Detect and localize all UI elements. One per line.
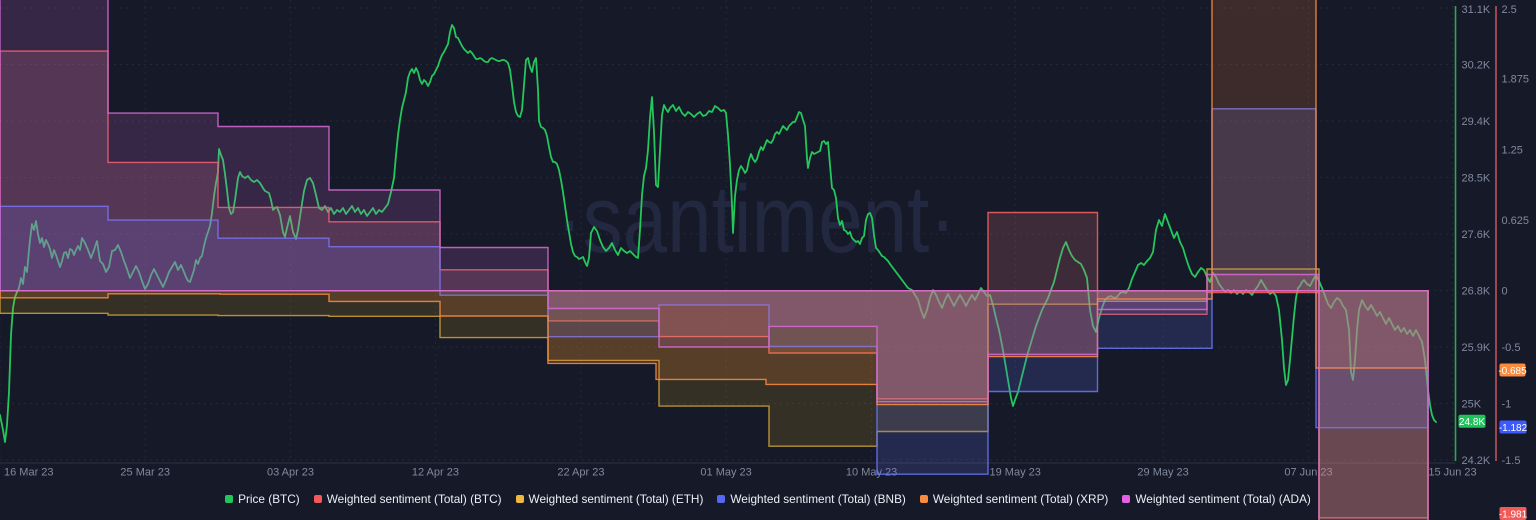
svg-text:2.5: 2.5 <box>1502 4 1517 16</box>
svg-text:1.875: 1.875 <box>1502 74 1530 86</box>
svg-text:-1: -1 <box>1502 399 1512 411</box>
svg-text:03 Apr 23: 03 Apr 23 <box>267 467 314 479</box>
svg-text:07 Jun 23: 07 Jun 23 <box>1284 467 1332 479</box>
svg-text:-0.685: -0.685 <box>1498 366 1527 377</box>
svg-text:27.6K: 27.6K <box>1462 229 1491 241</box>
svg-text:12 Apr 23: 12 Apr 23 <box>412 467 459 479</box>
svg-text:19 May 23: 19 May 23 <box>990 467 1041 479</box>
svg-text:28.5K: 28.5K <box>1462 173 1491 185</box>
svg-text:-1.5: -1.5 <box>1502 455 1521 467</box>
svg-text:25.9K: 25.9K <box>1462 342 1491 354</box>
svg-text:0.625: 0.625 <box>1502 215 1530 227</box>
svg-text:24.8K: 24.8K <box>1459 417 1485 428</box>
svg-text:26.8K: 26.8K <box>1462 286 1491 298</box>
svg-text:22 Apr 23: 22 Apr 23 <box>557 467 604 479</box>
svg-text:-0.5: -0.5 <box>1502 342 1521 354</box>
svg-text:30.2K: 30.2K <box>1462 60 1491 72</box>
svg-text:29.4K: 29.4K <box>1462 116 1491 128</box>
svg-text:-1.981: -1.981 <box>1499 509 1528 520</box>
svg-text:29 May 23: 29 May 23 <box>1137 467 1188 479</box>
svg-text:0: 0 <box>1502 286 1508 298</box>
svg-text:1.25: 1.25 <box>1502 144 1523 156</box>
svg-text:24.2K: 24.2K <box>1462 455 1491 467</box>
svg-text:15 Jun 23: 15 Jun 23 <box>1428 467 1476 479</box>
svg-text:25 Mar 23: 25 Mar 23 <box>120 467 170 479</box>
svg-text:-1.182: -1.182 <box>1499 423 1528 434</box>
svg-text:01 May 23: 01 May 23 <box>700 467 751 479</box>
svg-text:16 Mar 23: 16 Mar 23 <box>4 467 54 479</box>
svg-text:10 May 23: 10 May 23 <box>846 467 897 479</box>
svg-text:25K: 25K <box>1462 399 1482 411</box>
svg-text:·santiment·: ·santiment· <box>556 166 956 273</box>
svg-text:31.1K: 31.1K <box>1462 4 1491 16</box>
